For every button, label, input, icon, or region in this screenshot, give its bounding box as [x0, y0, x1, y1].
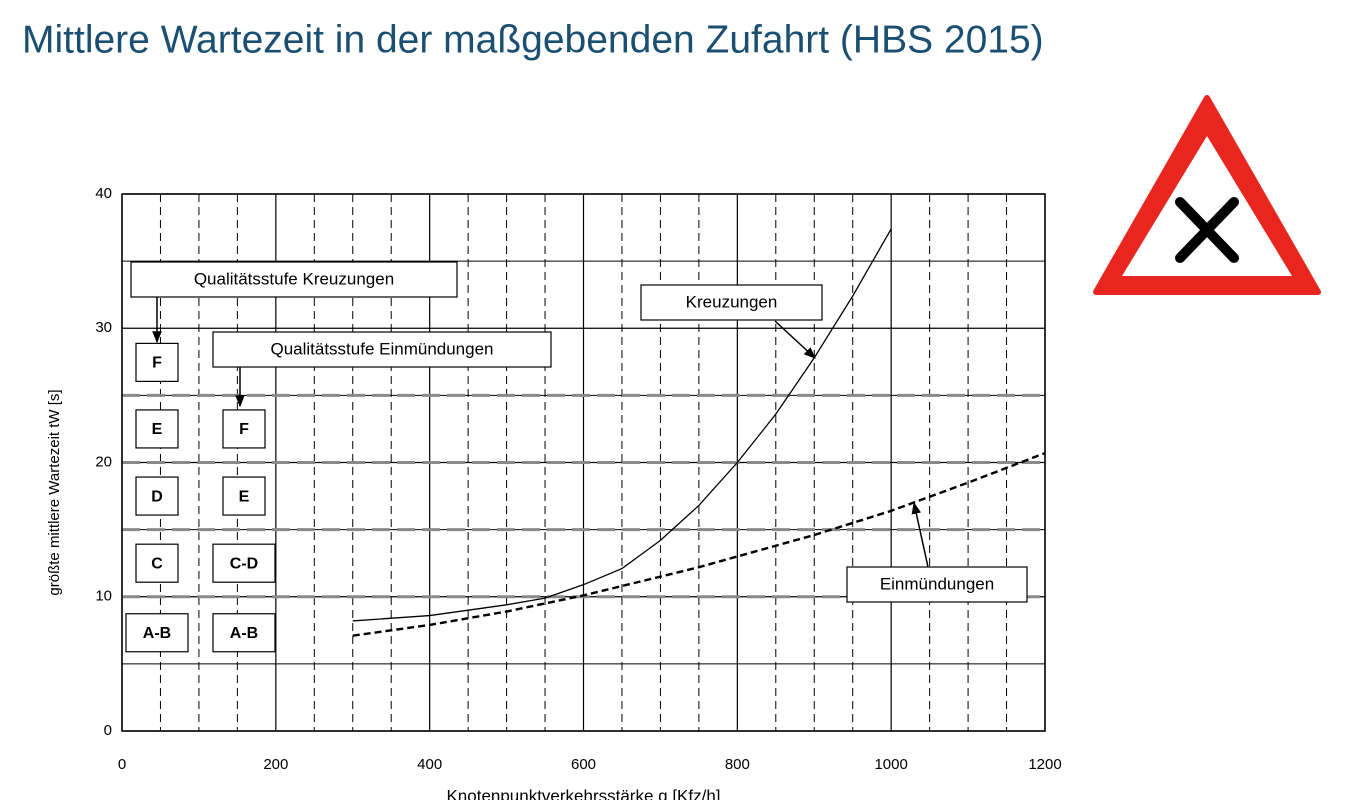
level-label: F	[239, 421, 249, 438]
level-box	[135, 342, 179, 382]
chart: 0 200 400 600 800 1000 1200 0 10 20 30 40 größte mit…	[46, 185, 1062, 800]
y-tick-label: 30	[95, 319, 112, 336]
level-label: E	[152, 421, 163, 438]
level-label: C	[151, 555, 163, 572]
legend-label-arrow	[911, 501, 929, 568]
level-box	[125, 613, 189, 653]
level-box	[135, 476, 179, 516]
x-tick-label: 0	[118, 756, 126, 773]
annotation-box	[130, 261, 458, 298]
level-label: A-B	[230, 625, 258, 642]
x-tick-label: 600	[571, 756, 596, 773]
legend-label-box	[846, 566, 1028, 603]
series-line	[352, 451, 1046, 637]
level-label: A-B	[143, 625, 171, 642]
annotation-box	[212, 331, 552, 368]
y-tick-label: 10	[95, 588, 112, 605]
annotation: Qualitätsstufe Kreuzungen	[194, 269, 394, 288]
y-tick-label: 20	[95, 453, 112, 470]
level-box	[222, 476, 266, 516]
legend-label: Kreuzungen	[686, 292, 778, 311]
x-tick-label: 400	[417, 756, 442, 773]
y-tick-label: 40	[95, 185, 112, 202]
legend-label-box	[640, 284, 823, 321]
level-label: F	[152, 355, 162, 372]
level-box	[212, 543, 276, 583]
level-box	[212, 613, 276, 653]
x-tick-label: 800	[725, 756, 750, 773]
x-axis-label: Knotenpunktverkehrsstärke q [Kfz/h]	[446, 786, 720, 800]
x-tick-label: 1200	[1028, 756, 1061, 773]
y-tick-label: 0	[104, 722, 112, 739]
level-label: D	[151, 488, 163, 505]
legend-label: Einmündungen	[880, 574, 994, 593]
warning-sign	[1093, 95, 1321, 295]
legend-label-arrow	[774, 320, 816, 359]
y-axis-label: größte mittlere Wartezeit tW [s]	[46, 389, 63, 595]
x-tick-label: 200	[263, 756, 288, 773]
level-label: E	[239, 488, 250, 505]
plot-frame	[121, 193, 1046, 732]
annotation: Qualitätsstufe Einmündungen	[270, 339, 493, 358]
level-label: C-D	[230, 555, 258, 572]
x-tick-label: 1000	[874, 756, 907, 773]
level-box	[135, 409, 179, 449]
level-box	[135, 543, 179, 583]
level-box	[222, 409, 266, 449]
slide-title: Mittlere Wartezeit in der maßgebenden Zu…	[22, 18, 1044, 61]
